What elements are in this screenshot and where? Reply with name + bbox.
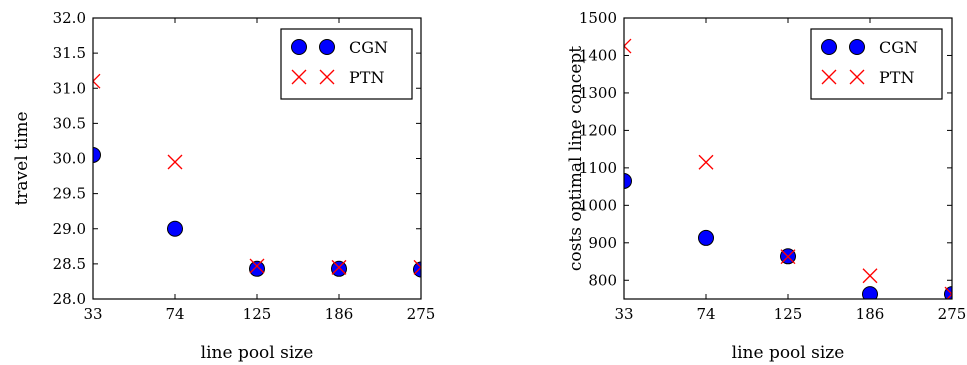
- data-point-ptn-stroke-a: [413, 259, 421, 269]
- legend-label: CGN: [879, 38, 918, 57]
- legend-label: PTN: [349, 68, 384, 87]
- legend-marker: [821, 39, 837, 55]
- data-point-ptn-stroke-b: [413, 266, 421, 275]
- x-tick-label: 33: [614, 305, 633, 323]
- data-point-cgn: [624, 172, 632, 189]
- data-point-ptn-stroke-b: [331, 259, 347, 275]
- y-tick-label: 32.0: [53, 9, 86, 27]
- y-tick-label: 1400: [579, 46, 617, 64]
- data-point-cgn: [167, 220, 183, 237]
- legend-entry-cgn: CGN: [291, 38, 388, 57]
- legend-marker: [319, 69, 335, 85]
- y-tick-label: 28.0: [53, 290, 86, 308]
- y-axis-label: costs optimal line concept: [566, 46, 586, 271]
- data-point-ptn: [624, 38, 632, 54]
- legend-marker: [849, 39, 865, 55]
- data-point-ptn-stroke-a: [624, 45, 632, 54]
- data-point-ptn: [862, 268, 878, 284]
- legend-entry-ptn: PTN: [821, 68, 914, 87]
- x-axis-label: line pool size: [732, 343, 845, 363]
- y-tick-label: 1500: [579, 9, 617, 27]
- legend-marker-stroke-b: [821, 69, 837, 85]
- legend-label: CGN: [349, 38, 388, 57]
- x-tick-label: 125: [774, 305, 803, 323]
- data-point-ptn-stroke-b: [93, 73, 101, 83]
- x-tick-label: 186: [325, 305, 354, 323]
- data-point-ptn: [167, 154, 183, 170]
- legend: CGN PTN: [810, 28, 943, 100]
- x-tick-label: 275: [938, 305, 967, 323]
- x-tick-label: 275: [407, 305, 436, 323]
- y-tick-label: 900: [588, 234, 617, 252]
- data-point-cgn: [698, 229, 714, 246]
- chart-panel-2: 33 74 125 186 275 800 900 1000 1100 1200 1300 1400 1…: [566, 9, 966, 363]
- legend: CGN PTN: [280, 28, 413, 100]
- y-tick-label: 30.5: [53, 114, 86, 132]
- y-tick-label: 31.5: [53, 44, 86, 62]
- data-point-cgn: [331, 260, 347, 277]
- data-markers: [624, 38, 952, 299]
- data-point-ptn-stroke-a: [93, 80, 101, 89]
- data-point-cgn: [249, 260, 265, 277]
- data-point-cgn: [862, 286, 878, 299]
- legend-label: PTN: [879, 68, 914, 87]
- y-tick-label: 1100: [579, 159, 617, 177]
- legend-marker-stroke-b: [849, 69, 865, 85]
- y-tick-label: 30.0: [53, 150, 86, 168]
- chart-panel-1: 33 74 125 186 275 28.0 28.5 29.0 29.5 30.0 30.5 31.…: [12, 9, 435, 363]
- x-tick-label: 74: [165, 305, 184, 323]
- data-point-ptn: [93, 73, 101, 89]
- data-point-ptn: [413, 259, 421, 275]
- y-tick-label: 1000: [579, 196, 617, 214]
- y-tick-label: 28.5: [53, 255, 86, 273]
- y-tick-label: 29.5: [53, 185, 86, 203]
- y-tick-label: 29.0: [53, 220, 86, 238]
- data-markers: [93, 73, 421, 278]
- legend-marker-stroke-b: [291, 69, 307, 85]
- data-point-cgn: [93, 146, 101, 163]
- data-point-ptn: [780, 249, 796, 265]
- data-point-ptn-stroke-b: [624, 38, 632, 48]
- data-point-ptn-stroke-b: [862, 268, 878, 284]
- y-tick-label: 1300: [579, 84, 617, 102]
- y-tick-label: 31.0: [53, 79, 86, 97]
- x-tick-label: 33: [83, 305, 102, 323]
- y-axis-label: travel time: [12, 111, 32, 205]
- x-tick-label: 125: [243, 305, 272, 323]
- plot-frame: [92, 17, 422, 300]
- legend-entry-ptn: PTN: [291, 68, 384, 87]
- legend-entry-cgn: CGN: [821, 38, 918, 57]
- y-tick-label: 1200: [579, 121, 617, 139]
- data-point-ptn-stroke-b: [780, 249, 796, 265]
- data-point-ptn: [249, 258, 265, 274]
- data-point-ptn-stroke-b: [698, 154, 714, 170]
- data-point-ptn: [698, 154, 714, 170]
- y-tick-label: 800: [588, 271, 617, 289]
- x-axis-label: line pool size: [201, 343, 314, 363]
- data-point-ptn-stroke-b: [167, 154, 183, 170]
- legend-marker: [319, 39, 335, 55]
- plot-frame: [623, 17, 953, 300]
- data-point-ptn-stroke-a: [944, 286, 952, 296]
- legend-marker: [821, 69, 837, 85]
- x-tick-label: 74: [696, 305, 715, 323]
- data-point-ptn: [331, 259, 347, 275]
- data-point-ptn-stroke-b: [249, 258, 265, 274]
- x-tick-label: 186: [856, 305, 885, 323]
- legend-marker-stroke-b: [319, 69, 335, 85]
- legend-marker: [291, 39, 307, 55]
- legend-marker: [849, 69, 865, 85]
- legend-marker: [291, 69, 307, 85]
